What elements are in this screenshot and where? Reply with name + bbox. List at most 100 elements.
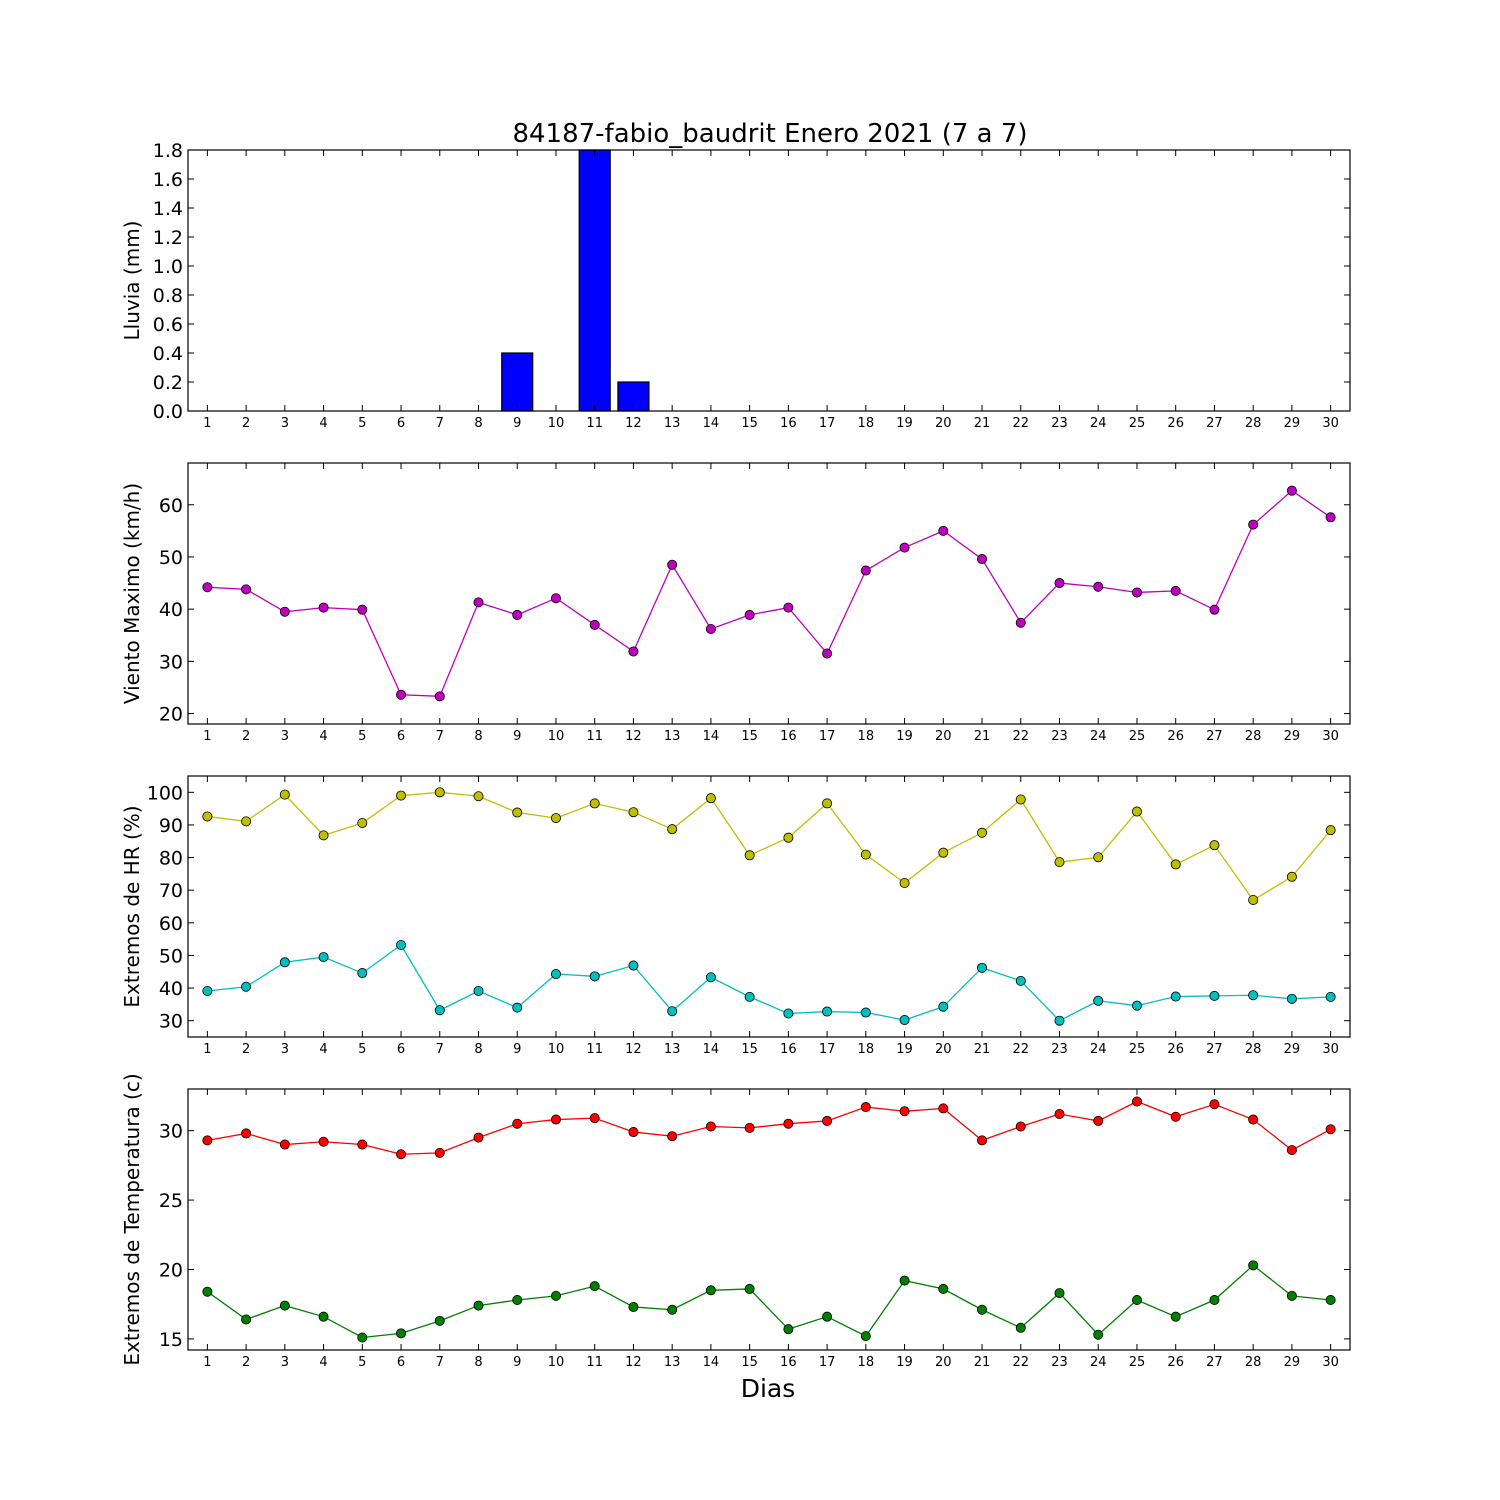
x-tick-label: 12 [625, 1355, 642, 1370]
x-tick-label: 30 [1322, 1355, 1339, 1370]
x-tick-label: 30 [1322, 1042, 1339, 1057]
x-tick-label: 22 [1012, 1042, 1029, 1057]
x-tick-label: 19 [896, 1042, 913, 1057]
plot-frame [187, 775, 1351, 1038]
data-point [473, 1132, 484, 1143]
y-tick-label: 90 [159, 815, 183, 837]
y-tick-label: 70 [159, 880, 183, 902]
data-point [550, 969, 561, 980]
data-point [202, 582, 213, 593]
x-tick-label: 9 [513, 416, 521, 431]
x-tick-label: 19 [896, 1355, 913, 1370]
data-point [860, 1331, 871, 1342]
data-point [977, 1304, 988, 1315]
data-point [1248, 990, 1259, 1001]
data-point [318, 952, 329, 963]
x-tick-label: 13 [664, 1042, 681, 1057]
data-point [434, 1005, 445, 1016]
data-point [783, 1118, 794, 1129]
data-point [899, 1275, 910, 1286]
x-tick-label: 10 [548, 1355, 565, 1370]
x-tick-label: 23 [1051, 1042, 1068, 1057]
data-point [357, 1332, 368, 1343]
data-point [822, 798, 833, 809]
data-point [667, 824, 678, 835]
data-point [357, 1139, 368, 1150]
x-tick-label: 29 [1284, 416, 1301, 431]
y-tick-label: 60 [159, 495, 183, 517]
data-point [938, 1001, 949, 1012]
x-tick-label: 16 [780, 1042, 797, 1057]
data-point [1170, 1111, 1181, 1122]
data-point [1093, 1329, 1104, 1340]
x-tick-label: 4 [319, 1042, 327, 1057]
data-point [396, 939, 407, 950]
x-tick-label: 24 [1090, 1042, 1107, 1057]
x-tick-label: 20 [935, 1355, 952, 1370]
data-point [396, 1328, 407, 1339]
y-tick-label: 1.0 [153, 256, 183, 278]
x-tick-label: 15 [741, 416, 758, 431]
data-point [279, 789, 290, 800]
data-point [357, 968, 368, 979]
data-point [1015, 794, 1026, 805]
data-point [705, 793, 716, 804]
data-point [783, 1008, 794, 1019]
x-tick-label: 1 [203, 416, 211, 431]
data-point [1015, 1322, 1026, 1333]
data-point [667, 559, 678, 570]
x-tick-label: 6 [397, 729, 405, 744]
data-point [512, 609, 523, 620]
data-point [1054, 578, 1065, 589]
x-tick-label: 26 [1167, 1355, 1184, 1370]
data-point [1093, 1115, 1104, 1126]
plot-frame [187, 1088, 1351, 1351]
data-point [473, 985, 484, 996]
data-point [1015, 1121, 1026, 1132]
data-point [744, 991, 755, 1002]
data-point [550, 1290, 561, 1301]
x-tick-label: 1 [203, 729, 211, 744]
data-point [977, 827, 988, 838]
data-point [589, 1281, 600, 1292]
x-tick-label: 12 [625, 1042, 642, 1057]
data-point [357, 817, 368, 828]
x-tick-label: 2 [242, 1355, 250, 1370]
data-point [1209, 1099, 1220, 1110]
data-point [1015, 617, 1026, 628]
x-tick-label: 22 [1012, 1355, 1029, 1370]
data-point [1131, 1096, 1142, 1107]
x-tick-label: 23 [1051, 729, 1068, 744]
x-tick-label: 6 [397, 416, 405, 431]
y-tick-label: 60 [159, 913, 183, 935]
chart-title: 84187-fabio_baudrit Enero 2021 (7 a 7) [512, 119, 1027, 149]
y-axis-label: Extremos de Temperatura (c) [120, 1073, 144, 1365]
y-tick-label: 0.8 [153, 285, 183, 307]
panel-1: 0.00.20.40.60.81.01.21.41.61.81 2 3 4 5 6 7 8 9 1… [120, 140, 1351, 431]
y-tick-label: 0.4 [153, 343, 183, 365]
data-point [705, 1285, 716, 1296]
data-point [667, 1131, 678, 1142]
x-tick-label: 21 [974, 1355, 991, 1370]
x-tick-label: 10 [548, 416, 565, 431]
data-point [744, 609, 755, 620]
data-point [899, 1106, 910, 1117]
data-point [241, 1128, 252, 1139]
x-tick-label: 4 [319, 416, 327, 431]
data-point [279, 1300, 290, 1311]
x-tick-label: 24 [1090, 729, 1107, 744]
data-point [667, 1006, 678, 1017]
data-point [1131, 1295, 1142, 1306]
data-point [705, 623, 716, 634]
x-tick-label: 19 [896, 416, 913, 431]
x-tick-label: 13 [664, 1355, 681, 1370]
y-axis-label: Viento Maximo (km/h) [120, 483, 144, 704]
data-point [1209, 990, 1220, 1001]
data-point [977, 554, 988, 565]
x-tick-label: 27 [1206, 1042, 1223, 1057]
x-tick-label: 23 [1051, 416, 1068, 431]
plot-frame [187, 462, 1351, 725]
data-point [396, 790, 407, 801]
data-point [473, 597, 484, 608]
